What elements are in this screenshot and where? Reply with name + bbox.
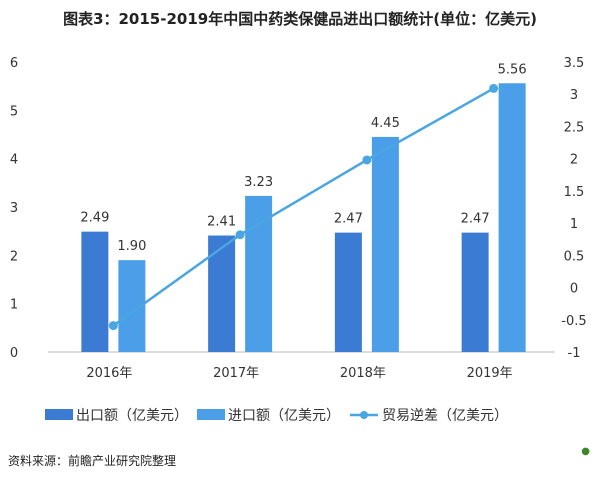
chart-title: 图表3：2015-2019年中国中药类保健品进出口额统计(单位：亿美元)	[63, 10, 537, 28]
x-tick-label: 2016年	[86, 366, 132, 381]
export-bar	[334, 232, 362, 352]
left-tick-label: 5	[10, 104, 18, 119]
x-tick-label: 2019年	[467, 366, 513, 381]
import-bar	[245, 195, 273, 352]
import-data-label: 3.23	[244, 175, 273, 190]
export-data-label: 2.47	[461, 212, 490, 227]
legend-label-import: 进口额（亿美元）	[228, 408, 340, 424]
import-data-label: 5.56	[498, 62, 527, 77]
export-bar	[461, 232, 489, 352]
import-data-label: 4.45	[371, 116, 400, 131]
import-bar	[498, 83, 526, 353]
right-tick-label: 3	[570, 88, 578, 103]
right-tick-label: 3.5	[564, 56, 585, 71]
export-data-label: 2.49	[80, 211, 109, 226]
import-data-label: 1.90	[117, 239, 146, 254]
left-tick-label: 4	[10, 153, 18, 168]
right-tick-label: 2.5	[564, 120, 585, 135]
trade-deficit-point	[108, 321, 118, 331]
legend-swatch-export	[45, 409, 73, 420]
left-tick-label: 2	[10, 249, 18, 264]
trade-deficit-point	[489, 83, 499, 93]
export-data-label: 2.41	[207, 215, 236, 230]
left-tick-label: 3	[10, 201, 18, 216]
export-bar	[81, 231, 109, 352]
left-tick-label: 0	[10, 346, 18, 361]
right-tick-label: 0	[570, 282, 578, 297]
source-note: 资料来源：前瞻产业研究院整理	[8, 454, 177, 468]
right-tick-label: 2	[570, 153, 578, 168]
right-tick-label: 0.5	[564, 249, 585, 264]
left-tick-label: 6	[10, 56, 18, 71]
legend-label-export: 出口额（亿美元）	[76, 408, 188, 424]
export-bar	[208, 235, 236, 352]
x-tick-label: 2018年	[340, 366, 386, 381]
right-tick-label: -0.5	[561, 314, 586, 329]
import-bar	[371, 136, 399, 352]
legend-swatch-line-marker	[360, 411, 368, 419]
export-data-label: 2.47	[334, 212, 363, 227]
x-tick-label: 2017年	[213, 366, 259, 381]
right-tick-label: -1	[568, 346, 581, 361]
legend-swatch-import	[197, 409, 225, 420]
left-tick-label: 1	[10, 298, 18, 313]
trade-deficit-point	[362, 155, 372, 165]
right-tick-label: 1.5	[564, 185, 585, 200]
trade-deficit-point	[235, 230, 245, 240]
watermark-logo: ●	[581, 446, 590, 457]
right-tick-label: 1	[570, 217, 578, 232]
trade-deficit-line	[112, 87, 495, 327]
legend-label-line: 贸易逆差（亿美元）	[382, 408, 508, 424]
